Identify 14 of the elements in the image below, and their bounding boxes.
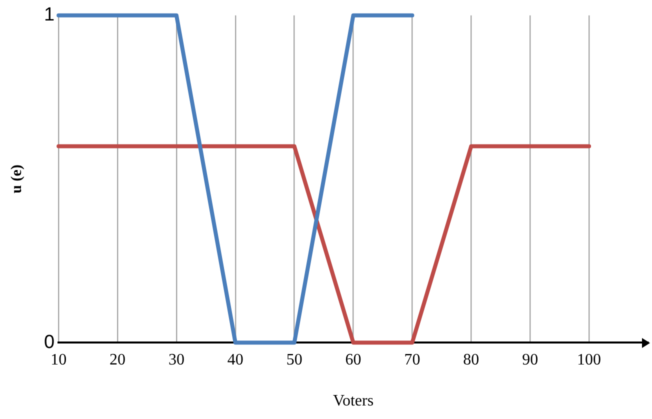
x-tick-label: 70 [404, 351, 420, 368]
x-tick-label: 80 [463, 351, 480, 368]
x-tick-label: 30 [168, 351, 184, 368]
x-tick-label: 40 [227, 351, 244, 368]
x-tick-label: 90 [522, 351, 538, 368]
y-axis-title: u (e) [8, 164, 25, 194]
y-tick-label: 1 [44, 4, 55, 26]
x-tick-label: 10 [50, 351, 67, 368]
x-tick-label: 60 [345, 351, 362, 368]
x-tick-label: 20 [110, 351, 126, 368]
x-tick-label: 50 [286, 351, 302, 368]
y-tick-label: 0 [44, 332, 55, 353]
x-tick-label: 100 [577, 351, 602, 368]
x-axis-title: Voters [332, 392, 374, 410]
